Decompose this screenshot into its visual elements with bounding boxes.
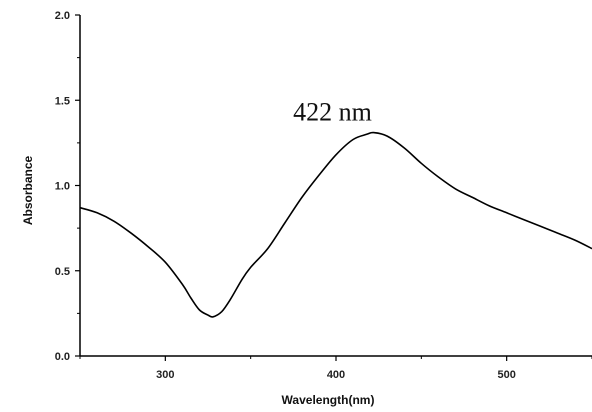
y-axis-ticks: 0.0 0.5 1.0 1.5 2.0 — [55, 10, 80, 363]
x-tick-label: 500 — [497, 369, 515, 381]
peak-annotation: 422 nm — [293, 98, 372, 127]
absorbance-curve — [79, 131, 592, 318]
y-tick-label: 1.5 — [55, 95, 70, 107]
x-axis-ticks: 300 400 500 — [79, 356, 592, 381]
y-axis-title: Absorbance — [21, 156, 35, 226]
y-tick-label: 0.5 — [55, 266, 70, 278]
x-axis-title: Wavelength(nm) — [282, 393, 375, 407]
x-tick-label: 300 — [156, 369, 174, 381]
y-tick-label: 2.0 — [55, 10, 70, 22]
y-tick-label: 0.0 — [55, 351, 70, 363]
x-tick-label: 400 — [327, 369, 345, 381]
y-tick-label: 1.0 — [55, 181, 70, 193]
